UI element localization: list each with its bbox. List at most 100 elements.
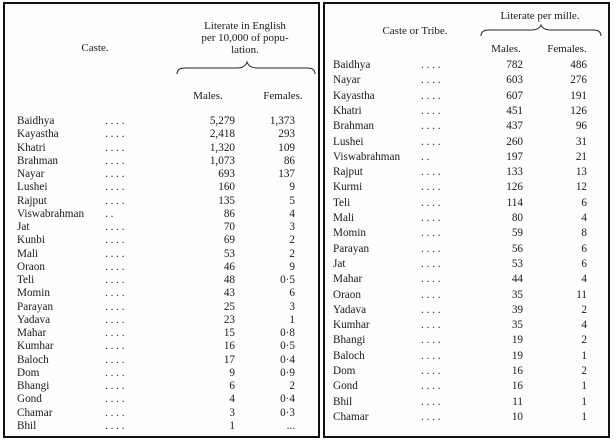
row-males: 603 bbox=[506, 74, 523, 87]
row-females: 2 bbox=[581, 334, 587, 347]
row-females: 6 bbox=[581, 242, 587, 255]
header-brace bbox=[176, 60, 316, 75]
row-males: 607 bbox=[506, 89, 523, 102]
row-males: 53 bbox=[223, 247, 235, 260]
row-males: 9 bbox=[229, 366, 235, 379]
row-caste: Dom bbox=[17, 366, 40, 379]
row-caste: Momin bbox=[333, 227, 366, 240]
row-males: 39 bbox=[511, 303, 523, 316]
row-males: 6 bbox=[229, 380, 235, 392]
row-dots: . . . . bbox=[105, 287, 125, 300]
row-caste: Bhangi bbox=[17, 380, 50, 392]
row-caste: Bhangi bbox=[333, 334, 366, 347]
row-males: 56 bbox=[511, 242, 523, 255]
row-males: 197 bbox=[506, 150, 523, 163]
row-males: 43 bbox=[223, 287, 235, 300]
row-dots: . . . . bbox=[421, 303, 441, 316]
row-dots: . . . . bbox=[105, 260, 125, 273]
row-dots: . . . . bbox=[421, 120, 441, 133]
row-dots: . . . . bbox=[105, 181, 125, 194]
row-dots: . . . . bbox=[105, 366, 125, 379]
literate-header-line-1: Literate in English bbox=[204, 20, 286, 32]
row-females: 1 bbox=[581, 380, 587, 393]
row-caste: Nayar bbox=[17, 168, 45, 180]
literate-header-line-2: per 10,000 of popu- bbox=[201, 32, 289, 44]
row-caste: Bhil bbox=[333, 395, 353, 408]
row-caste: Kunbi bbox=[17, 234, 45, 247]
row-males: 451 bbox=[506, 104, 523, 117]
row-females: 6 bbox=[581, 196, 587, 209]
row-females: 6 bbox=[581, 257, 587, 270]
row-females: 3 bbox=[289, 300, 295, 313]
males-header-right: Males. bbox=[491, 43, 521, 55]
row-females: 9 bbox=[289, 181, 295, 194]
row-dots: . . . . bbox=[105, 274, 125, 286]
row-caste: Mahar bbox=[333, 273, 363, 286]
row-females: 3 bbox=[289, 221, 295, 233]
row-females: 0·3 bbox=[280, 406, 295, 419]
row-females: 86 bbox=[283, 154, 295, 167]
row-caste: Dom bbox=[333, 365, 356, 377]
row-caste: Bhil bbox=[17, 419, 37, 432]
row-males: 16 bbox=[511, 365, 523, 377]
row-caste: Jat bbox=[17, 221, 30, 233]
row-females: ... bbox=[286, 419, 295, 432]
row-males: 693 bbox=[218, 168, 235, 180]
row-caste: Kayastha bbox=[17, 128, 59, 141]
row-males: 1 bbox=[229, 419, 235, 432]
row-caste: Mali bbox=[17, 247, 39, 260]
caste-header: Caste. bbox=[81, 42, 109, 54]
row-males: 3 bbox=[229, 406, 235, 419]
row-dots: . . . . bbox=[421, 196, 441, 209]
row-females: 109 bbox=[278, 141, 295, 154]
row-dots: . . . . bbox=[105, 419, 125, 432]
row-dots: . . bbox=[105, 207, 114, 220]
row-caste: Jat bbox=[333, 257, 346, 270]
row-females: 8 bbox=[581, 227, 587, 240]
row-dots: . . . . bbox=[105, 340, 125, 353]
row-females: 31 bbox=[575, 135, 587, 148]
row-females: 0·4 bbox=[280, 393, 295, 406]
row-dots: . . . . bbox=[105, 300, 125, 313]
row-dots: . . . . bbox=[421, 410, 441, 423]
females-header: Females. bbox=[263, 90, 303, 102]
row-males: 35 bbox=[511, 288, 523, 301]
row-males: 19 bbox=[511, 334, 523, 347]
row-caste: Oraon bbox=[333, 288, 361, 301]
females-header-right: Females. bbox=[547, 43, 587, 55]
row-caste: Teli bbox=[333, 196, 351, 209]
row-males: 4 bbox=[229, 393, 235, 406]
row-males: 135 bbox=[218, 194, 235, 207]
row-males: 16 bbox=[511, 380, 523, 393]
row-dots: . . . . bbox=[105, 115, 125, 127]
row-males: 160 bbox=[218, 181, 235, 194]
row-males: 1,073 bbox=[209, 154, 235, 167]
row-females: 4 bbox=[289, 207, 295, 220]
row-females: 5 bbox=[289, 194, 295, 207]
row-dots: . . . . bbox=[105, 168, 125, 180]
row-caste: Kayastha bbox=[333, 89, 375, 102]
row-males: 25 bbox=[223, 300, 235, 313]
row-males: 44 bbox=[511, 273, 523, 286]
row-females: 276 bbox=[570, 74, 587, 87]
row-females: 1,373 bbox=[269, 115, 295, 127]
row-females: 0·5 bbox=[280, 340, 295, 353]
row-dots: . . . . bbox=[421, 257, 441, 270]
row-males: 1,320 bbox=[209, 141, 235, 154]
row-dots: . . . . bbox=[421, 227, 441, 240]
row-males: 53 bbox=[511, 257, 523, 270]
right-table-panel: Caste or Tribe. Literate per mille. Male… bbox=[323, 2, 610, 438]
row-caste: Momin bbox=[17, 287, 50, 300]
row-dots: . . . . bbox=[421, 59, 441, 71]
row-caste: Oraon bbox=[17, 260, 45, 273]
row-caste: Teli bbox=[17, 274, 35, 286]
literate-header-line-3: lation. bbox=[231, 44, 259, 56]
row-females: 0·9 bbox=[280, 366, 295, 379]
row-females: 1 bbox=[581, 395, 587, 408]
row-females: 21 bbox=[575, 150, 587, 163]
row-females: 4 bbox=[581, 273, 587, 286]
row-males: 17 bbox=[223, 353, 235, 366]
row-males: 10 bbox=[511, 410, 523, 423]
row-males: 35 bbox=[511, 319, 523, 332]
row-females: 0·4 bbox=[280, 353, 295, 366]
